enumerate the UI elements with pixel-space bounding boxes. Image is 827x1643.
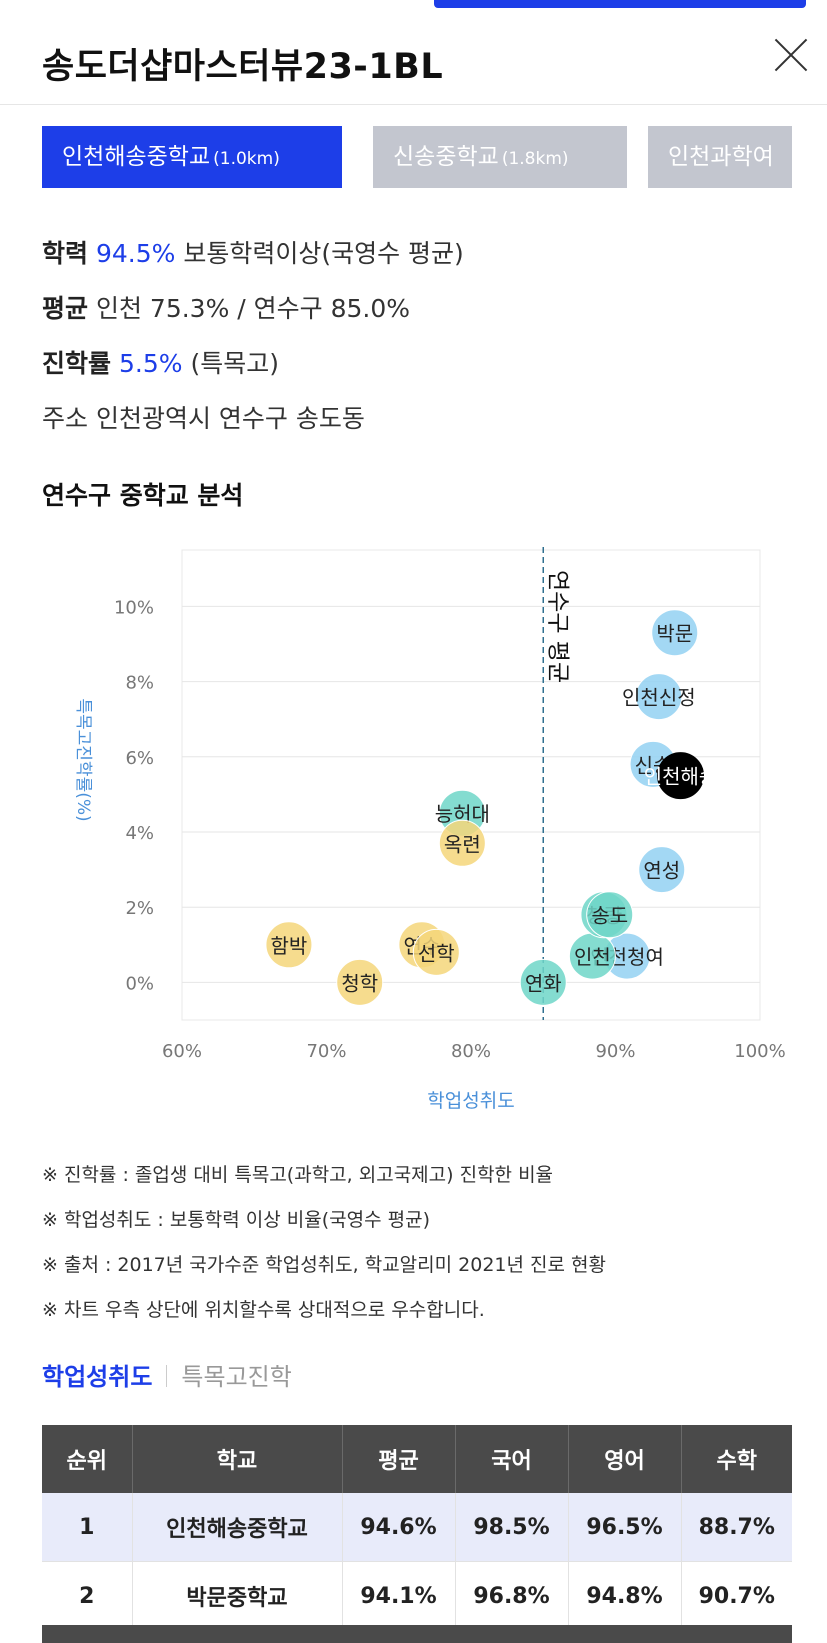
y-tick-label: 4% <box>125 823 154 844</box>
data-point <box>586 891 634 939</box>
data-point-label: 인천신정 <box>622 686 696 710</box>
note-item: ※ 출처 : 2017년 국가수준 학업성취도, 학교알리미 2021년 진로 … <box>42 1254 606 1276</box>
info-average: 평균 인천 75.3% / 연수구 85.0% <box>42 289 410 325</box>
table-cell: 96.8% <box>455 1561 569 1631</box>
top-accent-bar <box>434 0 806 8</box>
data-point-label: 연화 <box>525 971 562 995</box>
section-title: 연수구 중학교 분석 <box>42 481 244 510</box>
data-point <box>438 819 486 867</box>
table-cell: 94.1% <box>342 1561 456 1631</box>
info-average-value: 인천 75.3% / 연수구 85.0% <box>95 294 411 323</box>
subtab-achievement[interactable]: 학업성취도 <box>42 1363 153 1391</box>
tab-school-1[interactable]: 인천해송중학교 (1.0km) <box>42 126 342 188</box>
tab-school-distance: (1.0km) <box>213 149 280 169</box>
y-axis-label: 특목고진학률(%) <box>73 698 93 821</box>
note-item: ※ 차트 우측 상단에 위치할수록 상대적으로 우수합니다. <box>42 1299 485 1321</box>
table-cell: 인천해송중학교 <box>132 1493 343 1562</box>
note-item: ※ 진학률 : 졸업생 대비 특목고(과학고, 외고국제고) 진학한 비율 <box>42 1164 554 1186</box>
table-cell: 98.5% <box>455 1493 569 1562</box>
tab-school-distance: (1.8km) <box>501 149 569 169</box>
info-advance-label: 진학률 <box>42 349 112 378</box>
data-point <box>657 752 705 800</box>
table-header-cell: 평균 <box>342 1425 456 1493</box>
x-tick-label: 100% <box>734 1041 785 1062</box>
table-header-cell: 영어 <box>568 1425 682 1493</box>
subtab-divider <box>166 1365 168 1387</box>
data-point-label: 연성 <box>643 859 680 883</box>
data-point <box>635 673 683 721</box>
table-cell: 96.5% <box>568 1493 682 1562</box>
data-point <box>638 846 686 894</box>
tab-school-name: 인천과학여 <box>668 144 774 170</box>
x-tick-label: 90% <box>595 1041 635 1062</box>
y-tick-label: 6% <box>125 748 154 769</box>
ranking-subtabs: 학업성취도 특목고진학 <box>42 1357 292 1392</box>
data-point <box>412 928 460 976</box>
info-academic-value: 94.5% <box>95 239 176 268</box>
data-point-label: 함박 <box>271 934 308 958</box>
table-cell: 94.8% <box>568 1561 682 1631</box>
data-point-label: 옥련 <box>444 832 481 856</box>
tab-school-name: 신송중학교 <box>393 144 499 170</box>
page-title: 송도더샵마스터뷰23-1BL <box>42 47 444 87</box>
table-cell: 94.6% <box>342 1493 456 1562</box>
info-advance-desc: (특목고) <box>190 349 279 378</box>
ranking-table: 순위 학교 평균 국어 영어 수학 1 인천해송중학교 94.6% 98.5% … <box>42 1425 792 1631</box>
close-icon[interactable] <box>768 34 812 78</box>
table-row: 2 박문중학교 94.1% 96.8% 94.8% 90.7% <box>42 1561 792 1631</box>
x-tick-label: 70% <box>306 1041 346 1062</box>
table-cell: 90.7% <box>681 1561 792 1631</box>
y-tick-label: 0% <box>125 973 154 994</box>
school-tabs: 인천해송중학교 (1.0km) 신송중학교 (1.8km) 인천과학여 <box>42 126 792 188</box>
y-tick-label: 8% <box>125 673 154 694</box>
info-academic-label: 학력 <box>42 239 89 268</box>
y-tick-label: 10% <box>114 597 154 618</box>
header: 송도더샵마스터뷰23-1BL <box>0 0 827 105</box>
x-tick-label: 80% <box>451 1041 491 1062</box>
table-cell: 박문중학교 <box>132 1561 343 1631</box>
info-average-label: 평균 <box>42 294 89 323</box>
table-header-cell: 수학 <box>681 1425 792 1493</box>
table-header-row: 순위 학교 평균 국어 영어 수학 <box>42 1425 792 1493</box>
data-point-label: 인천해송 <box>644 765 718 789</box>
info-address-label: 주소 <box>42 404 89 433</box>
subtab-special-school[interactable]: 특목고진학 <box>181 1363 292 1391</box>
note-item: ※ 학업성취도 : 보통학력 이상 비율(국영수 평균) <box>42 1209 431 1231</box>
reference-line-label: 연수구 평균 <box>544 570 570 683</box>
table-header-cell: 학교 <box>132 1425 343 1493</box>
notes: ※ 진학률 : 졸업생 대비 특목고(과학고, 외고국제고) 진학한 비율 ※ … <box>42 1153 606 1333</box>
data-point-label: 박문 <box>656 622 693 646</box>
data-point <box>519 958 567 1006</box>
info-advance: 진학률 5.5% (특목고) <box>42 344 279 380</box>
data-point <box>651 609 699 657</box>
y-tick-label: 2% <box>125 898 154 919</box>
info-academic-desc: 보통학력이상(국영수 평균) <box>183 239 464 268</box>
data-point <box>336 958 384 1006</box>
table-more-bar[interactable] <box>42 1625 792 1643</box>
table-header-cell: 국어 <box>455 1425 569 1493</box>
data-point-label: 선학 <box>418 941 455 965</box>
data-point-label: 송도 <box>591 904 628 928</box>
data-point-label: 인천 <box>574 945 611 969</box>
x-axis-label: 학업성취도 <box>427 1090 514 1112</box>
info-address: 주소 인천광역시 연수구 송도동 <box>42 399 365 435</box>
table-cell: 88.7% <box>681 1493 792 1562</box>
table-cell: 1 <box>42 1493 133 1562</box>
table-row: 1 인천해송중학교 94.6% 98.5% 96.5% 88.7% <box>42 1493 792 1562</box>
table-cell: 2 <box>42 1561 133 1631</box>
info-advance-value: 5.5% <box>118 349 183 378</box>
info-address-value: 인천광역시 연수구 송도동 <box>95 404 365 433</box>
tab-school-2[interactable]: 신송중학교 (1.8km) <box>373 126 627 188</box>
data-point <box>265 921 313 969</box>
table-header-cell: 순위 <box>42 1425 133 1493</box>
data-point-label: 청학 <box>341 971 378 995</box>
tab-school-3[interactable]: 인천과학여 <box>648 126 792 188</box>
tab-school-name: 인천해송중학교 <box>62 144 211 170</box>
info-academic: 학력 94.5% 보통학력이상(국영수 평균) <box>42 234 464 270</box>
x-tick-label: 60% <box>162 1041 202 1062</box>
scatter-chart: 0% 2% 4% 6% 8% 10% 60% 70% 80% 90% 100% 학업성취도 특목고진학률… <box>73 547 786 1112</box>
